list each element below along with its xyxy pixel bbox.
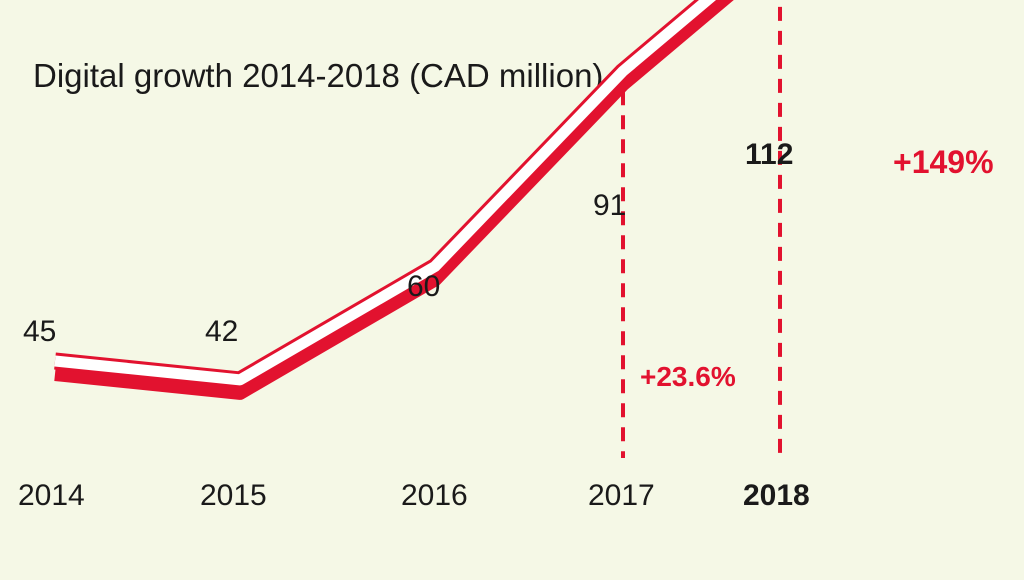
x-tick-label-2014: 2014 [18,479,85,512]
growth-line-shadow [54,0,734,400]
x-tick-label-2017: 2017 [588,479,655,512]
chart-marks: 45 42 60 91 112 2014 2015 2016 2017 2018 +23.6% +14… [18,0,994,512]
value-label-2016: 60 [407,270,440,303]
x-tick-label-2015: 2015 [200,479,267,512]
chart-title: Digital growth 2014-2018 (CAD million) [33,57,603,94]
value-label-2018: 112 [745,138,793,171]
total-growth-label: +149% [893,144,994,180]
value-label-2017: 91 [593,189,626,222]
x-tick-label-2016: 2016 [401,479,468,512]
period-growth-label: +23.6% [640,361,736,392]
value-label-2015: 42 [205,315,238,348]
x-tick-label-2018: 2018 [743,479,810,512]
growth-line [54,0,717,386]
value-label-2014: 45 [23,315,56,348]
